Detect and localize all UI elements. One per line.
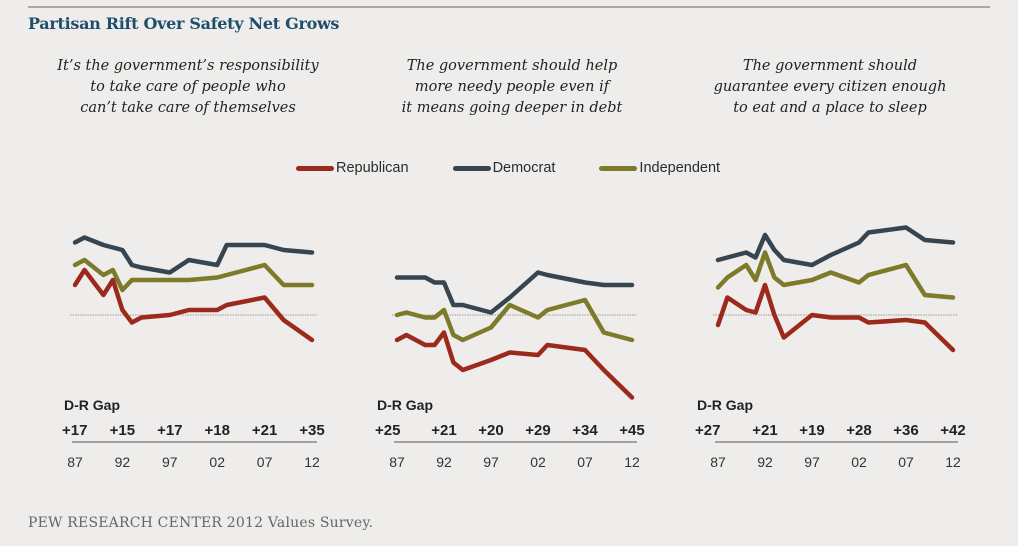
panel-3-x-tick: 07: [898, 454, 914, 470]
panel-3-gap-value: +36: [893, 422, 918, 439]
panel-2-line-republican: [394, 330, 635, 400]
legend-label-democrat: Democrat: [492, 160, 556, 176]
legend-item-independent: Independent: [599, 160, 720, 176]
panel-3-gap-value: +42: [940, 422, 965, 439]
panel-3-line-republican: [715, 282, 956, 353]
panel-3-gap-value: +28: [846, 422, 871, 439]
panel-1-x-tick: 87: [67, 454, 83, 470]
panel-2-x-tick: 87: [389, 454, 405, 470]
panel-3-question: The government should guarantee every ci…: [713, 58, 947, 116]
panel-1-line-republican: [72, 267, 315, 343]
panel-2-gap-label: D-R Gap: [377, 397, 433, 413]
legend-swatch-democrat: [452, 165, 491, 171]
legend-label-republican: Republican: [336, 160, 409, 176]
panel-3-gap-value: +27: [695, 422, 720, 439]
panel-3-x-tick: 02: [851, 454, 867, 470]
panel-2-line-democrat: [394, 270, 635, 315]
legend-item-republican: Republican: [296, 160, 409, 176]
panel-1-gap-value: +17: [62, 422, 87, 439]
panel-2-x-tick: 02: [530, 454, 546, 470]
panel-1-line-democrat: [72, 235, 315, 275]
panel-2-x-tick: 07: [577, 454, 593, 470]
panel-1-gap-label: D-R Gap: [64, 397, 120, 413]
panel-1-x-tick: 02: [209, 454, 225, 470]
panel-2-gap-value: +29: [525, 422, 550, 439]
panel-1-x-tick: 92: [115, 454, 131, 470]
panel-2-x-tick: 97: [483, 454, 499, 470]
panel-3-x-tick: 87: [710, 454, 726, 470]
panel-3-gap-value: +19: [799, 422, 824, 439]
panel-1-line-independent: [72, 257, 315, 293]
panel-2-gap-value: +21: [431, 422, 456, 439]
panel-1-x-tick: 97: [162, 454, 178, 470]
panel-1-x-tick: 07: [257, 454, 273, 470]
panel-3-x-tick: 12: [945, 454, 961, 470]
legend: Republican Democrat Independent: [296, 160, 764, 176]
panel-2-gap-value: +34: [572, 422, 598, 439]
panel-1-question: It’s the government’s responsibility to …: [57, 58, 319, 116]
panel-1-gap-value: +18: [204, 422, 229, 439]
panel-1-x-tick: 12: [304, 454, 320, 470]
panel-3-line-independent: [715, 250, 956, 300]
chart-title: Partisan Rift Over Safety Net Grows: [28, 14, 340, 33]
panel-2-gap-value: +25: [375, 422, 400, 439]
panel-2-x-tick: 92: [436, 454, 452, 470]
legend-swatch-independent: [599, 165, 638, 171]
source-footer: PEW RESEARCH CENTER 2012 Values Survey.: [28, 515, 374, 531]
panel-2-question: The government should help more needy pe…: [401, 58, 623, 116]
panel-1-gap-value: +35: [299, 422, 324, 439]
panel-3-line-democrat: [715, 225, 956, 268]
legend-swatch-republican: [296, 165, 334, 171]
panel-1-gap-value: +15: [110, 422, 135, 439]
panel-2-x-tick: 12: [624, 454, 640, 470]
panel-3-gap-value: +21: [752, 422, 777, 439]
panel-2-gap-value: +45: [619, 422, 644, 439]
panel-3-gap-label: D-R Gap: [697, 397, 753, 413]
panel-2-gap-value: +20: [478, 422, 503, 439]
legend-item-democrat: Democrat: [452, 160, 556, 176]
panel-2-line-independent: [394, 297, 635, 343]
panel-3-x-tick: 97: [804, 454, 820, 470]
panel-1-gap-value: +21: [252, 422, 277, 439]
panel-1-gap-value: +17: [157, 422, 182, 439]
panel-3-x-tick: 92: [757, 454, 773, 470]
top-rule: [28, 6, 990, 8]
legend-label-independent: Independent: [639, 160, 721, 176]
